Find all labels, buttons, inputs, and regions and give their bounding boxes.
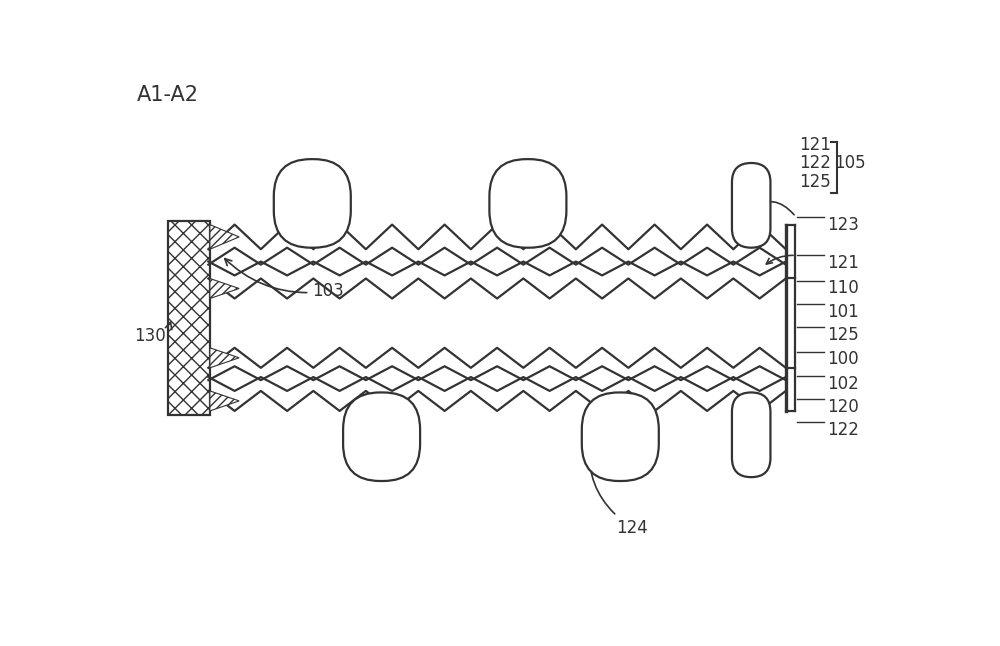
Text: 105: 105 [834, 154, 866, 172]
Text: 122: 122 [827, 421, 859, 439]
FancyBboxPatch shape [582, 393, 659, 481]
Text: 100: 100 [827, 350, 858, 368]
Text: 121: 121 [827, 254, 859, 272]
Polygon shape [208, 377, 786, 411]
Polygon shape [210, 278, 239, 298]
Text: 125: 125 [799, 173, 831, 191]
Polygon shape [210, 225, 239, 249]
Text: A1-A2: A1-A2 [137, 85, 199, 105]
FancyBboxPatch shape [732, 163, 770, 247]
Text: 130: 130 [134, 322, 172, 345]
FancyBboxPatch shape [343, 393, 420, 481]
FancyBboxPatch shape [274, 159, 351, 247]
Text: 102: 102 [827, 375, 858, 393]
Text: 101: 101 [827, 302, 858, 320]
Text: 120: 120 [827, 398, 858, 416]
Text: 110: 110 [827, 280, 858, 298]
Polygon shape [208, 262, 786, 298]
Polygon shape [208, 225, 786, 265]
Text: 123: 123 [827, 216, 859, 234]
Text: 125: 125 [827, 326, 858, 344]
Text: 124: 124 [586, 447, 648, 537]
FancyBboxPatch shape [489, 159, 566, 247]
Text: 121: 121 [799, 136, 831, 154]
Polygon shape [208, 348, 786, 380]
Text: 103: 103 [225, 258, 344, 300]
Bar [168, 221, 210, 415]
Polygon shape [210, 391, 239, 411]
Text: 122: 122 [799, 154, 831, 172]
FancyBboxPatch shape [732, 393, 770, 477]
Polygon shape [210, 348, 239, 368]
